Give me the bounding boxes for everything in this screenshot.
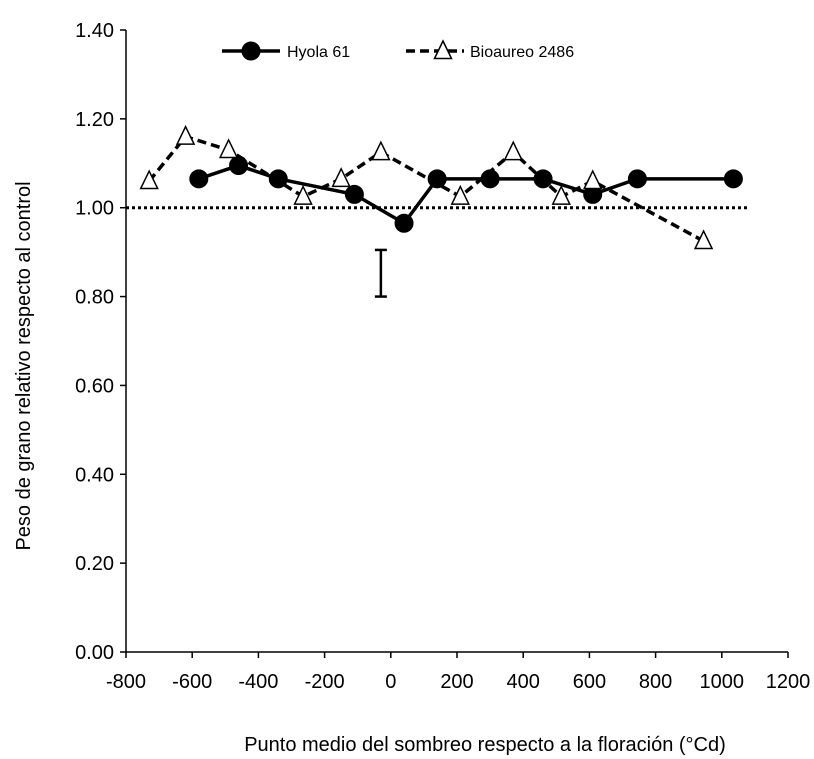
x-tick-label: 800 bbox=[639, 671, 672, 693]
x-tick-label: -800 bbox=[106, 671, 146, 693]
y-tick-label: 0.20 bbox=[75, 553, 114, 575]
x-axis-title: Punto medio del sombreo respecto a la fl… bbox=[244, 734, 726, 756]
x-tick-label: -600 bbox=[172, 671, 212, 693]
series-1-point bbox=[627, 169, 647, 189]
x-tick-label: 600 bbox=[573, 671, 606, 693]
legend-label-2: Bioaureo 2486 bbox=[470, 44, 574, 61]
y-tick-label: 0.00 bbox=[75, 642, 114, 664]
legend: Hyola 61 Bioaureo 2486 bbox=[222, 39, 574, 61]
series-1-point bbox=[723, 169, 743, 189]
series-2-point bbox=[583, 169, 603, 190]
y-tick-label: 1.40 bbox=[75, 20, 114, 42]
legend-marker-2 bbox=[433, 39, 453, 60]
series-1-point bbox=[189, 169, 209, 189]
y-tick-label: 0.40 bbox=[75, 464, 114, 486]
x-tick-label: 400 bbox=[507, 671, 540, 693]
x-tick-label: 1000 bbox=[700, 671, 745, 693]
series-1-point bbox=[394, 213, 414, 233]
y-axis-title: Peso de grano relativo respecto al contr… bbox=[13, 181, 35, 550]
y-tick-label: 0.60 bbox=[75, 375, 114, 397]
series-2-point bbox=[175, 124, 196, 145]
series-2-point bbox=[293, 184, 313, 205]
series-1-point bbox=[344, 184, 364, 204]
series-2-point bbox=[218, 138, 239, 159]
series-2-point bbox=[693, 229, 714, 250]
x-tick-label: -400 bbox=[238, 671, 278, 693]
series-1-point bbox=[427, 169, 447, 189]
y-tick-label: 1.20 bbox=[75, 109, 114, 131]
y-tick-label: 0.80 bbox=[75, 287, 114, 309]
series-2-point bbox=[503, 140, 523, 161]
legend-marker-1 bbox=[241, 41, 261, 61]
series-2-point bbox=[551, 184, 571, 205]
series-1-point bbox=[229, 156, 249, 176]
x-tick-label: 0 bbox=[385, 671, 396, 693]
y-tick-label: 1.00 bbox=[75, 198, 114, 220]
series-1-point bbox=[268, 169, 288, 189]
series-layer bbox=[139, 124, 743, 250]
series-2-point bbox=[331, 167, 351, 188]
reference-layer bbox=[126, 206, 750, 298]
series-2-point bbox=[139, 169, 159, 190]
x-tick-label: 200 bbox=[440, 671, 473, 693]
x-tick-label: -200 bbox=[305, 671, 345, 693]
axes-layer: 0.00 0.20 0.40 0.60 0.80 1.00 1.20 1.40 -800 -600… bbox=[75, 20, 810, 693]
x-tick-label: 1200 bbox=[766, 671, 811, 693]
series-2-point bbox=[450, 184, 471, 205]
series-2-point bbox=[371, 140, 391, 161]
legend-label-1: Hyola 61 bbox=[287, 44, 350, 61]
